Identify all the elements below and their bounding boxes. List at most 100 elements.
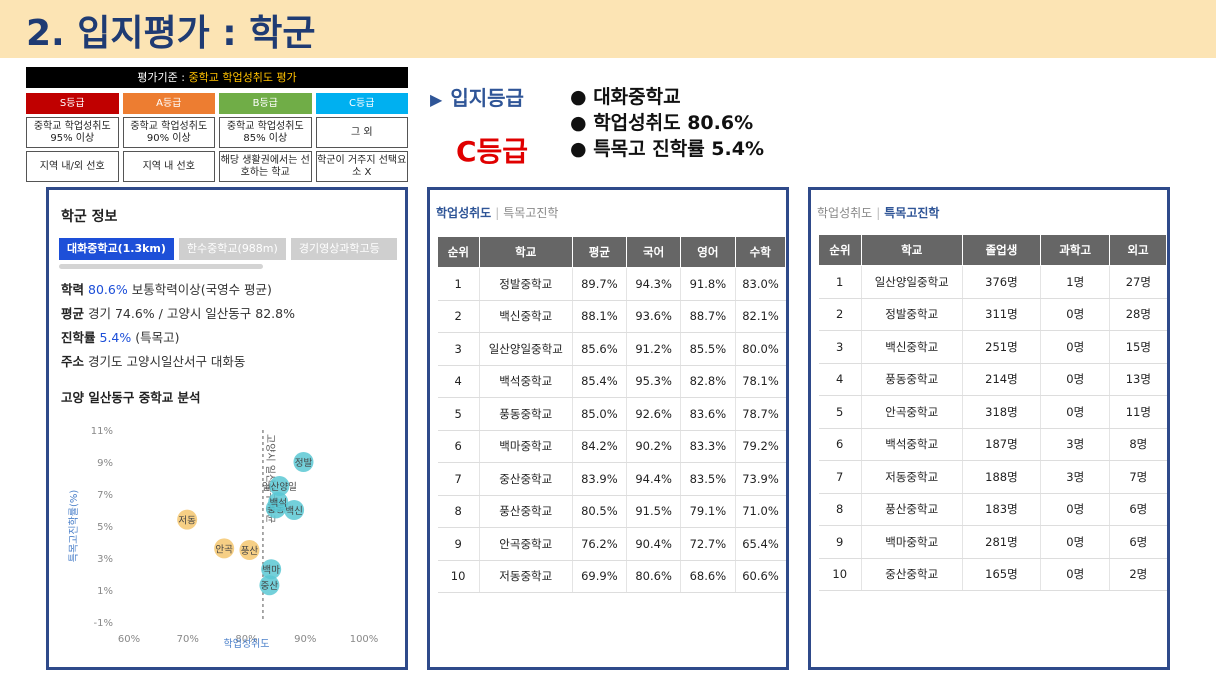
table-row: 4 풍동중학교 214명 0명 13명 [818, 363, 1167, 396]
data-point-label: 백석 [269, 498, 286, 509]
table-cell: 82.1% [735, 300, 786, 333]
data-point-label: 풍산 [241, 546, 259, 557]
column-header: 국어 [626, 236, 682, 268]
special-school-table: 순위 학교 졸업생 과학고 외고 1 일산양일중학교 376명 1명 27명 2 정발중학교 311명 0… [818, 234, 1167, 591]
tab-achievement[interactable]: 학업성취도 [817, 206, 873, 220]
grade-c-label: C등급 [315, 93, 408, 114]
tab-school-2[interactable]: 한수중학교(988m) [178, 238, 286, 260]
table-row: 7 중산중학교 83.9% 94.4% 83.5% 73.9% [437, 462, 786, 496]
data-point-label: 일산양일 [262, 482, 297, 493]
info-rest: (특목고) [131, 330, 180, 345]
tab-achievement[interactable]: 학업성취도 [436, 206, 492, 220]
table-cell: 80.5% [572, 495, 628, 528]
table-cell: 4 [437, 365, 480, 398]
table-cell: 0명 [1040, 330, 1111, 364]
column-header: 영어 [680, 236, 736, 268]
grade-value: C등급 [456, 135, 529, 168]
x-tick-label: 80% [235, 634, 257, 645]
column-header: 외고 [1109, 234, 1167, 266]
column-header: 순위 [818, 234, 862, 266]
table-cell: 3명 [1040, 460, 1111, 494]
title-bar: 2. 입지평가 : 학군 [0, 0, 1216, 58]
table-cell: 83.0% [735, 267, 786, 301]
table-cell: 85.4% [572, 365, 628, 398]
tab-separator: | [495, 206, 500, 220]
table-cell: 풍동중학교 [479, 397, 573, 431]
table-cell: 376명 [962, 265, 1042, 299]
table-cell: 165명 [962, 558, 1042, 591]
table-cell: 백마중학교 [861, 525, 963, 559]
tab-special-school[interactable]: 특목고진학 [884, 206, 940, 220]
y-tick-label: 5% [97, 522, 113, 533]
data-point [177, 509, 198, 530]
table-cell: 백신중학교 [479, 300, 573, 333]
table-cell: 백석중학교 [861, 428, 963, 461]
x-tick-label: 100% [350, 634, 379, 645]
grade-b-label: B등급 [219, 93, 312, 114]
data-point-label: 안곡 [215, 544, 233, 555]
table-cell: 저동중학교 [861, 460, 963, 494]
table-cell: 65.4% [735, 527, 786, 561]
criteria-header-highlight: 중학교 학업성취도 평가 [188, 71, 297, 84]
column-header: 평균 [571, 236, 628, 268]
table-row: 2 정발중학교 311명 0명 28명 [818, 298, 1167, 331]
table-cell: 백석중학교 [479, 365, 573, 398]
table-row: 6 백석중학교 187명 3명 8명 [818, 428, 1167, 461]
x-tick-label: 70% [177, 634, 199, 645]
tab-school-3[interactable]: 경기영상과학고등 [290, 238, 397, 260]
x-tick-label: 60% [118, 634, 140, 645]
school-info-lines: 학력 80.6% 보통학력이상(국영수 평균) 평균 경기 74.6% / 고양… [61, 278, 295, 374]
table-row: 6 백마중학교 84.2% 90.2% 83.3% 79.2% [437, 430, 786, 463]
table-cell: 2 [818, 298, 862, 331]
table-cell: 88.1% [572, 300, 628, 333]
table-cell: 5 [437, 397, 480, 431]
grade-c-preference: 학군이 거주지 선택요소 X [315, 151, 408, 182]
table-cell: 82.8% [680, 365, 736, 398]
tabs-scrollbar[interactable] [59, 264, 263, 269]
table-cell: 91.8% [680, 267, 736, 301]
table-cell: 91.2% [626, 332, 682, 366]
school-info-title: 학군 정보 [61, 209, 118, 225]
criteria-header: 평가기준 : 중학교 학업성취도 평가 [26, 67, 408, 88]
table-cell: 일산양일중학교 [861, 265, 963, 299]
table-cell: 백마중학교 [479, 430, 573, 463]
table-row: 10 저동중학교 69.9% 80.6% 68.6% 60.6% [437, 560, 786, 593]
table-cell: 11명 [1109, 395, 1167, 429]
table-cell: 78.7% [735, 397, 786, 431]
table-cell: 187명 [962, 428, 1042, 461]
table-cell: 2 [437, 300, 480, 333]
bullet-school: ● 대화중학교 [570, 86, 681, 108]
table-cell: 83.9% [572, 462, 628, 496]
tab-school-1[interactable]: 대화중학교(1.3km) [59, 238, 174, 260]
table-cell: 풍산중학교 [479, 495, 573, 528]
info-key: 학력 [61, 282, 85, 297]
grade-s-criterion: 중학교 학업성취도 95% 이상 [26, 117, 119, 148]
table-cell: 15명 [1109, 330, 1167, 364]
table-cell: 79.2% [735, 430, 786, 463]
table-cell: 188명 [962, 460, 1042, 494]
table1-tabs: 학업성취도 | 특목고진학 [436, 204, 558, 221]
table-cell: 13명 [1109, 363, 1167, 396]
table-cell: 311명 [962, 298, 1042, 331]
table-row: 4 백석중학교 85.4% 95.3% 82.8% 78.1% [437, 365, 786, 398]
table-cell: 0명 [1040, 298, 1111, 331]
table-cell: 84.2% [572, 430, 628, 463]
tab-special-school[interactable]: 특목고진학 [503, 206, 559, 220]
table-cell: 중산중학교 [861, 558, 963, 591]
data-point [268, 492, 289, 512]
table-cell: 3명 [1040, 428, 1111, 461]
data-point-label: 정발 [295, 458, 313, 469]
info-value: 80.6% [88, 282, 128, 297]
table-cell: 6명 [1109, 493, 1167, 526]
table-cell: 6 [818, 428, 862, 461]
table-cell: 85.5% [680, 332, 736, 366]
table-cell: 73.9% [735, 462, 786, 496]
school-info-panel: 학군 정보 대화중학교(1.3km) 한수중학교(988m) 경기영상과학고등 … [46, 187, 408, 670]
y-axis-label: 특목고진학률(%) [68, 490, 80, 563]
page-title: 2. 입지평가 : 학군 [26, 13, 316, 54]
table-cell: 중산중학교 [479, 462, 573, 496]
table-cell: 7 [818, 460, 862, 494]
info-line-average: 평균 경기 74.6% / 고양시 일산동구 82.8% [61, 302, 295, 326]
table-cell: 3 [818, 330, 862, 364]
table-row: 5 안곡중학교 318명 0명 11명 [818, 395, 1167, 429]
